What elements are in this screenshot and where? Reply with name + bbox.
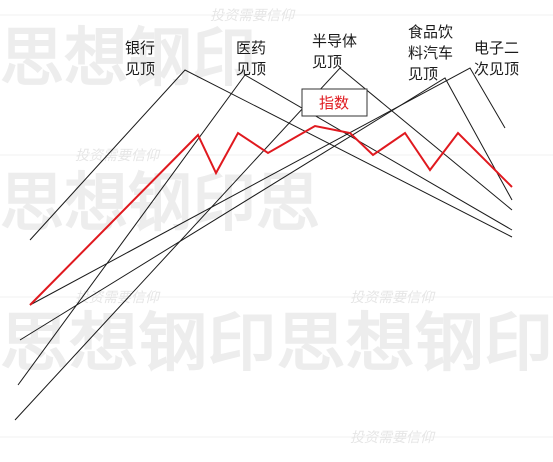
index-label-box: 指数	[301, 88, 368, 117]
labels: 银行 见顶 医药 见顶 半导体 见顶 食品饮 料汽车 见顶 电子二 次见顶	[125, 23, 519, 83]
trend-line-pharma	[17, 74, 513, 386]
label-elec-line1: 电子二	[474, 39, 519, 57]
trend-line-bank	[29, 69, 513, 241]
label-pharma-line2: 见顶	[236, 60, 266, 78]
watermark-big-2: 思想钢印思	[0, 167, 320, 241]
watermark-small-5: 投资需要信仰	[350, 430, 436, 446]
watermark-small-4: 投资需要信仰	[350, 290, 436, 306]
label-food-line1: 食品饮	[408, 23, 453, 41]
label-semi-line2: 见顶	[312, 53, 342, 71]
trend-line-semiconductor	[14, 67, 513, 421]
trend-lines	[14, 67, 513, 421]
watermark-small-3: 投资需要信仰	[75, 290, 161, 306]
trend-line-food-auto	[19, 77, 513, 341]
index-label: 指数	[319, 94, 349, 112]
watermark-layer: 投资需要信仰 投资需要信仰 投资需要信仰 投资需要信仰 投资需要信仰 思想钢印 …	[0, 8, 553, 446]
index-line	[29, 124, 513, 306]
label-bank-line2: 见顶	[125, 60, 155, 78]
label-elec-line2: 次见顶	[474, 60, 519, 78]
watermark-big-3: 思想钢印思想钢印	[0, 307, 553, 381]
label-semi-line1: 半导体	[312, 32, 357, 50]
trend-line-electronics	[29, 67, 506, 306]
index-box	[301, 88, 368, 117]
watermark-big-1: 思想钢印	[0, 22, 256, 96]
watermark-small-1: 投资需要信仰	[210, 8, 296, 24]
label-pharma-line1: 医药	[236, 39, 266, 57]
label-food-line3: 见顶	[408, 65, 438, 83]
label-food-line2: 料汽车	[408, 44, 453, 62]
watermark-small-2: 投资需要信仰	[75, 148, 161, 164]
label-bank-line1: 银行	[125, 39, 155, 57]
